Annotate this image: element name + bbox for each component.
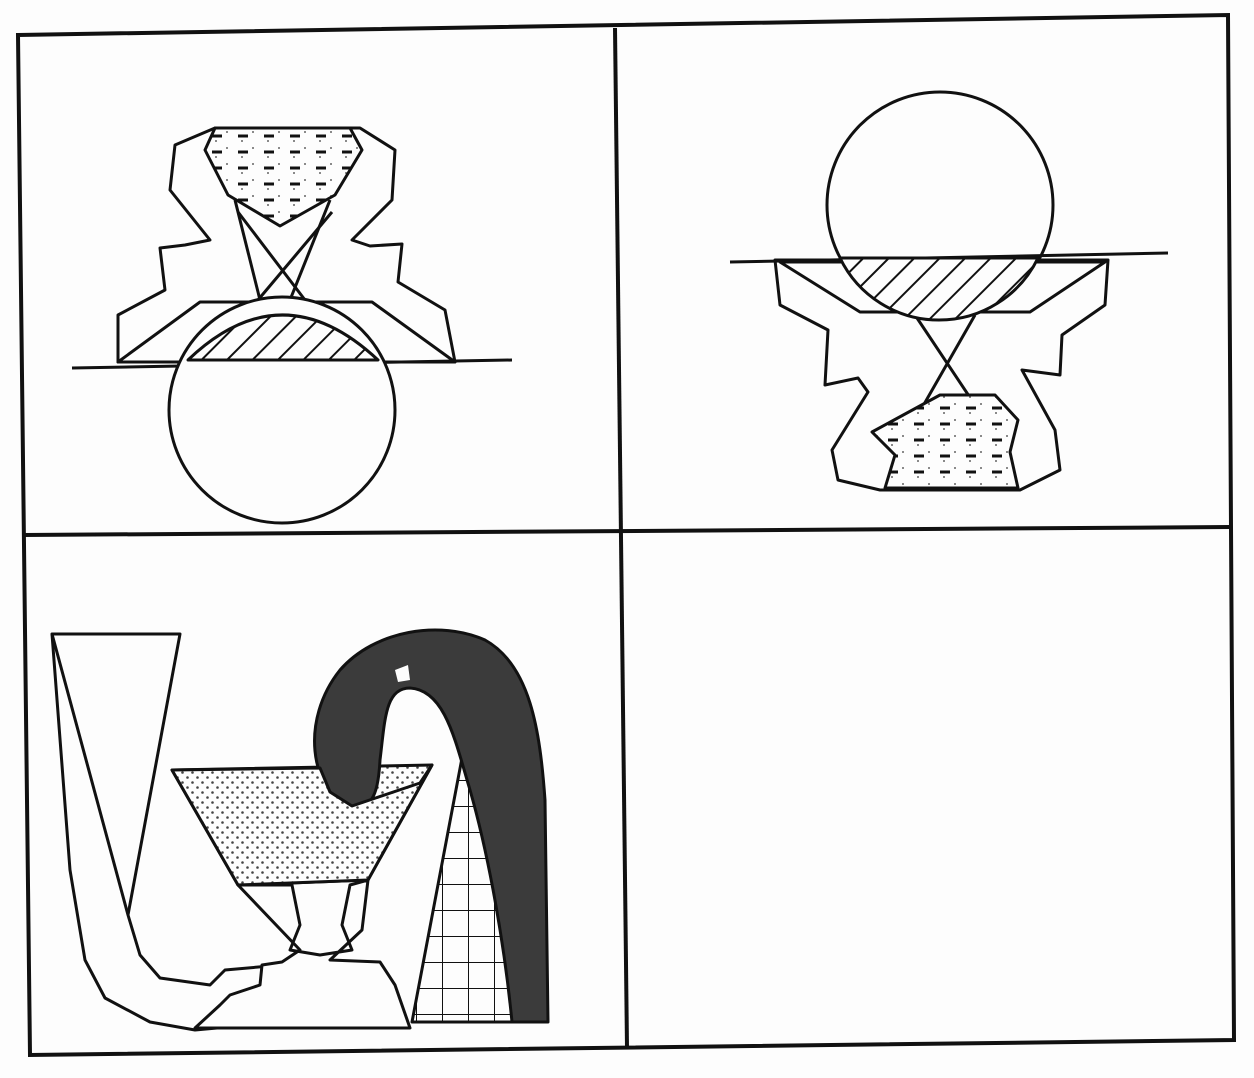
panel-top-left: [71, 126, 513, 525]
dark-hook-tip: [395, 665, 410, 682]
dark-hook-shape: [313, 628, 550, 1024]
hatched-circle-segment-top-right: [838, 256, 1040, 322]
dashed-top-shape: [203, 126, 364, 228]
cup-stem: [193, 878, 412, 1030]
panel-bottom-left: [50, 628, 550, 1032]
funnel-diagonal: [50, 633, 130, 916]
cup-rim-overlay: [170, 763, 434, 887]
x-cross-top: [236, 211, 334, 301]
hatched-segment-redraw: [186, 313, 380, 362]
dashed-bottom-shape: [870, 393, 1020, 490]
grid-frame: [15, 12, 1237, 1058]
panel-top-right: [729, 90, 1169, 492]
inner-hourglass-left: [233, 199, 262, 301]
inner-hourglass-right: [288, 199, 332, 301]
panel-bottom-right: [636, 540, 1226, 1040]
